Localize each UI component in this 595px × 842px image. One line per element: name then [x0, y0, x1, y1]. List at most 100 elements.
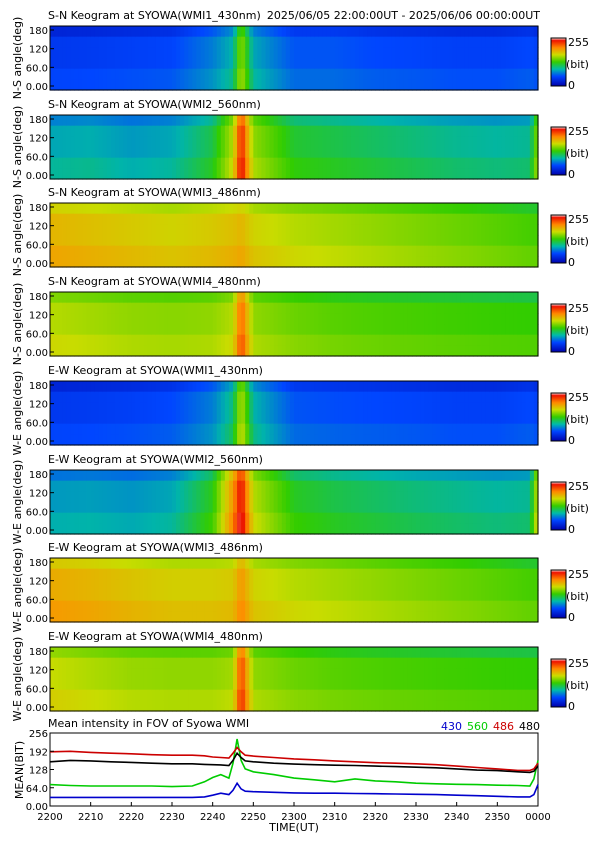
heatmap-cell	[257, 256, 263, 268]
heatmap-cell	[115, 480, 120, 492]
heatmap-cell	[285, 502, 291, 514]
heatmap-cell	[102, 590, 108, 602]
heatmap-cell	[261, 423, 267, 435]
heatmap-cell	[277, 345, 283, 357]
heatmap-cell	[334, 245, 340, 257]
heatmap-cell	[233, 470, 238, 482]
heatmap-cell	[493, 26, 498, 38]
heatmap-cell	[399, 324, 405, 336]
heatmap-cell	[318, 470, 324, 482]
heatmap-cell	[294, 611, 299, 623]
heatmap-cell	[375, 600, 380, 612]
heatmap-cell	[509, 313, 515, 325]
heatmap-cell	[387, 36, 393, 48]
heatmap-cell	[432, 413, 437, 425]
heatmap-cell	[493, 125, 498, 137]
heatmap-cell	[509, 502, 515, 514]
heatmap-cell	[90, 213, 96, 225]
heatmap-cell	[436, 600, 441, 612]
heatmap-cell	[342, 402, 348, 414]
heatmap-cell	[403, 402, 409, 414]
heatmap-cell	[180, 600, 185, 612]
heatmap-cell	[525, 423, 531, 435]
heatmap-cell	[127, 512, 132, 524]
heatmap-cell	[371, 203, 376, 215]
heatmap-cell	[481, 68, 486, 80]
heatmap-cell	[424, 203, 429, 215]
heatmap-cell	[326, 79, 332, 91]
heatmap-cell	[485, 491, 490, 503]
heatmap-cell	[188, 47, 193, 59]
heatmap-cell	[253, 579, 258, 591]
heatmap-cell	[208, 26, 214, 38]
heatmap-cell	[78, 224, 84, 236]
heatmap-cell	[416, 470, 421, 482]
heatmap-cell	[310, 611, 315, 623]
heatmap-cell	[167, 147, 173, 159]
heatmap-cell	[237, 203, 242, 215]
heatmap-cell	[216, 79, 222, 91]
heatmap-cell	[513, 36, 519, 48]
heatmap-cell	[50, 480, 55, 492]
heatmap-cell	[485, 58, 490, 70]
heatmap-cell	[424, 434, 429, 446]
heatmap-cell	[477, 79, 482, 91]
heatmap-cell	[403, 115, 409, 127]
heatmap-cell	[50, 434, 55, 446]
heatmap-cell	[245, 47, 250, 59]
heatmap-cell	[265, 381, 271, 393]
heatmap-cell	[359, 324, 364, 336]
heatmap-cell	[106, 136, 112, 148]
heatmap-cell	[257, 381, 263, 393]
heatmap-cell	[326, 381, 332, 393]
heatmap-cell	[147, 203, 153, 215]
heatmap-cell	[395, 203, 401, 215]
heatmap-cell	[200, 523, 206, 535]
heatmap-cell	[464, 391, 470, 403]
heatmap-cell	[342, 292, 348, 304]
heatmap-cell	[477, 502, 482, 514]
heatmap-cell	[90, 334, 96, 346]
heatmap-cell	[379, 302, 385, 314]
heatmap-cell	[224, 157, 230, 169]
heatmap-cell	[298, 245, 303, 257]
heatmap-cell	[224, 491, 230, 503]
heatmap-cell	[241, 480, 246, 492]
heatmap-cell	[265, 391, 271, 403]
heatmap-cell	[485, 480, 490, 492]
heatmap-cell	[529, 313, 535, 325]
heatmap-cell	[224, 568, 230, 580]
heatmap-cell	[497, 245, 502, 257]
heatmap-cell	[115, 600, 120, 612]
heatmap-cell	[106, 579, 112, 591]
heatmap-cell	[302, 292, 307, 304]
heatmap-cell	[172, 434, 177, 446]
heatmap-cell	[529, 68, 535, 80]
heatmap-cell	[90, 402, 96, 414]
heatmap-cell	[172, 523, 177, 535]
heatmap-cell	[172, 512, 177, 524]
heatmap-cell	[176, 480, 181, 492]
heatmap-cell	[338, 402, 344, 414]
heatmap-cell	[383, 423, 389, 435]
heatmap-cell	[310, 600, 315, 612]
heatmap-cell	[147, 413, 153, 425]
heatmap-cell	[233, 568, 238, 580]
heatmap-cell	[424, 235, 429, 247]
heatmap-cell	[460, 391, 466, 403]
heatmap-cell	[448, 402, 454, 414]
heatmap-cell	[54, 324, 59, 336]
heatmap-cell	[167, 381, 173, 393]
heatmap-cell	[192, 324, 197, 336]
heatmap-cell	[273, 423, 279, 435]
heatmap-cell	[294, 79, 299, 91]
heatmap-cell	[78, 381, 84, 393]
heatmap-cell	[481, 302, 486, 314]
heatmap-cell	[277, 157, 283, 169]
heatmap-cell	[127, 58, 132, 70]
heatmap-cell	[261, 600, 267, 612]
heatmap-cell	[176, 203, 181, 215]
heatmap-cell	[289, 256, 295, 268]
heatmap-cell	[407, 502, 413, 514]
heatmap-cell	[106, 68, 112, 80]
